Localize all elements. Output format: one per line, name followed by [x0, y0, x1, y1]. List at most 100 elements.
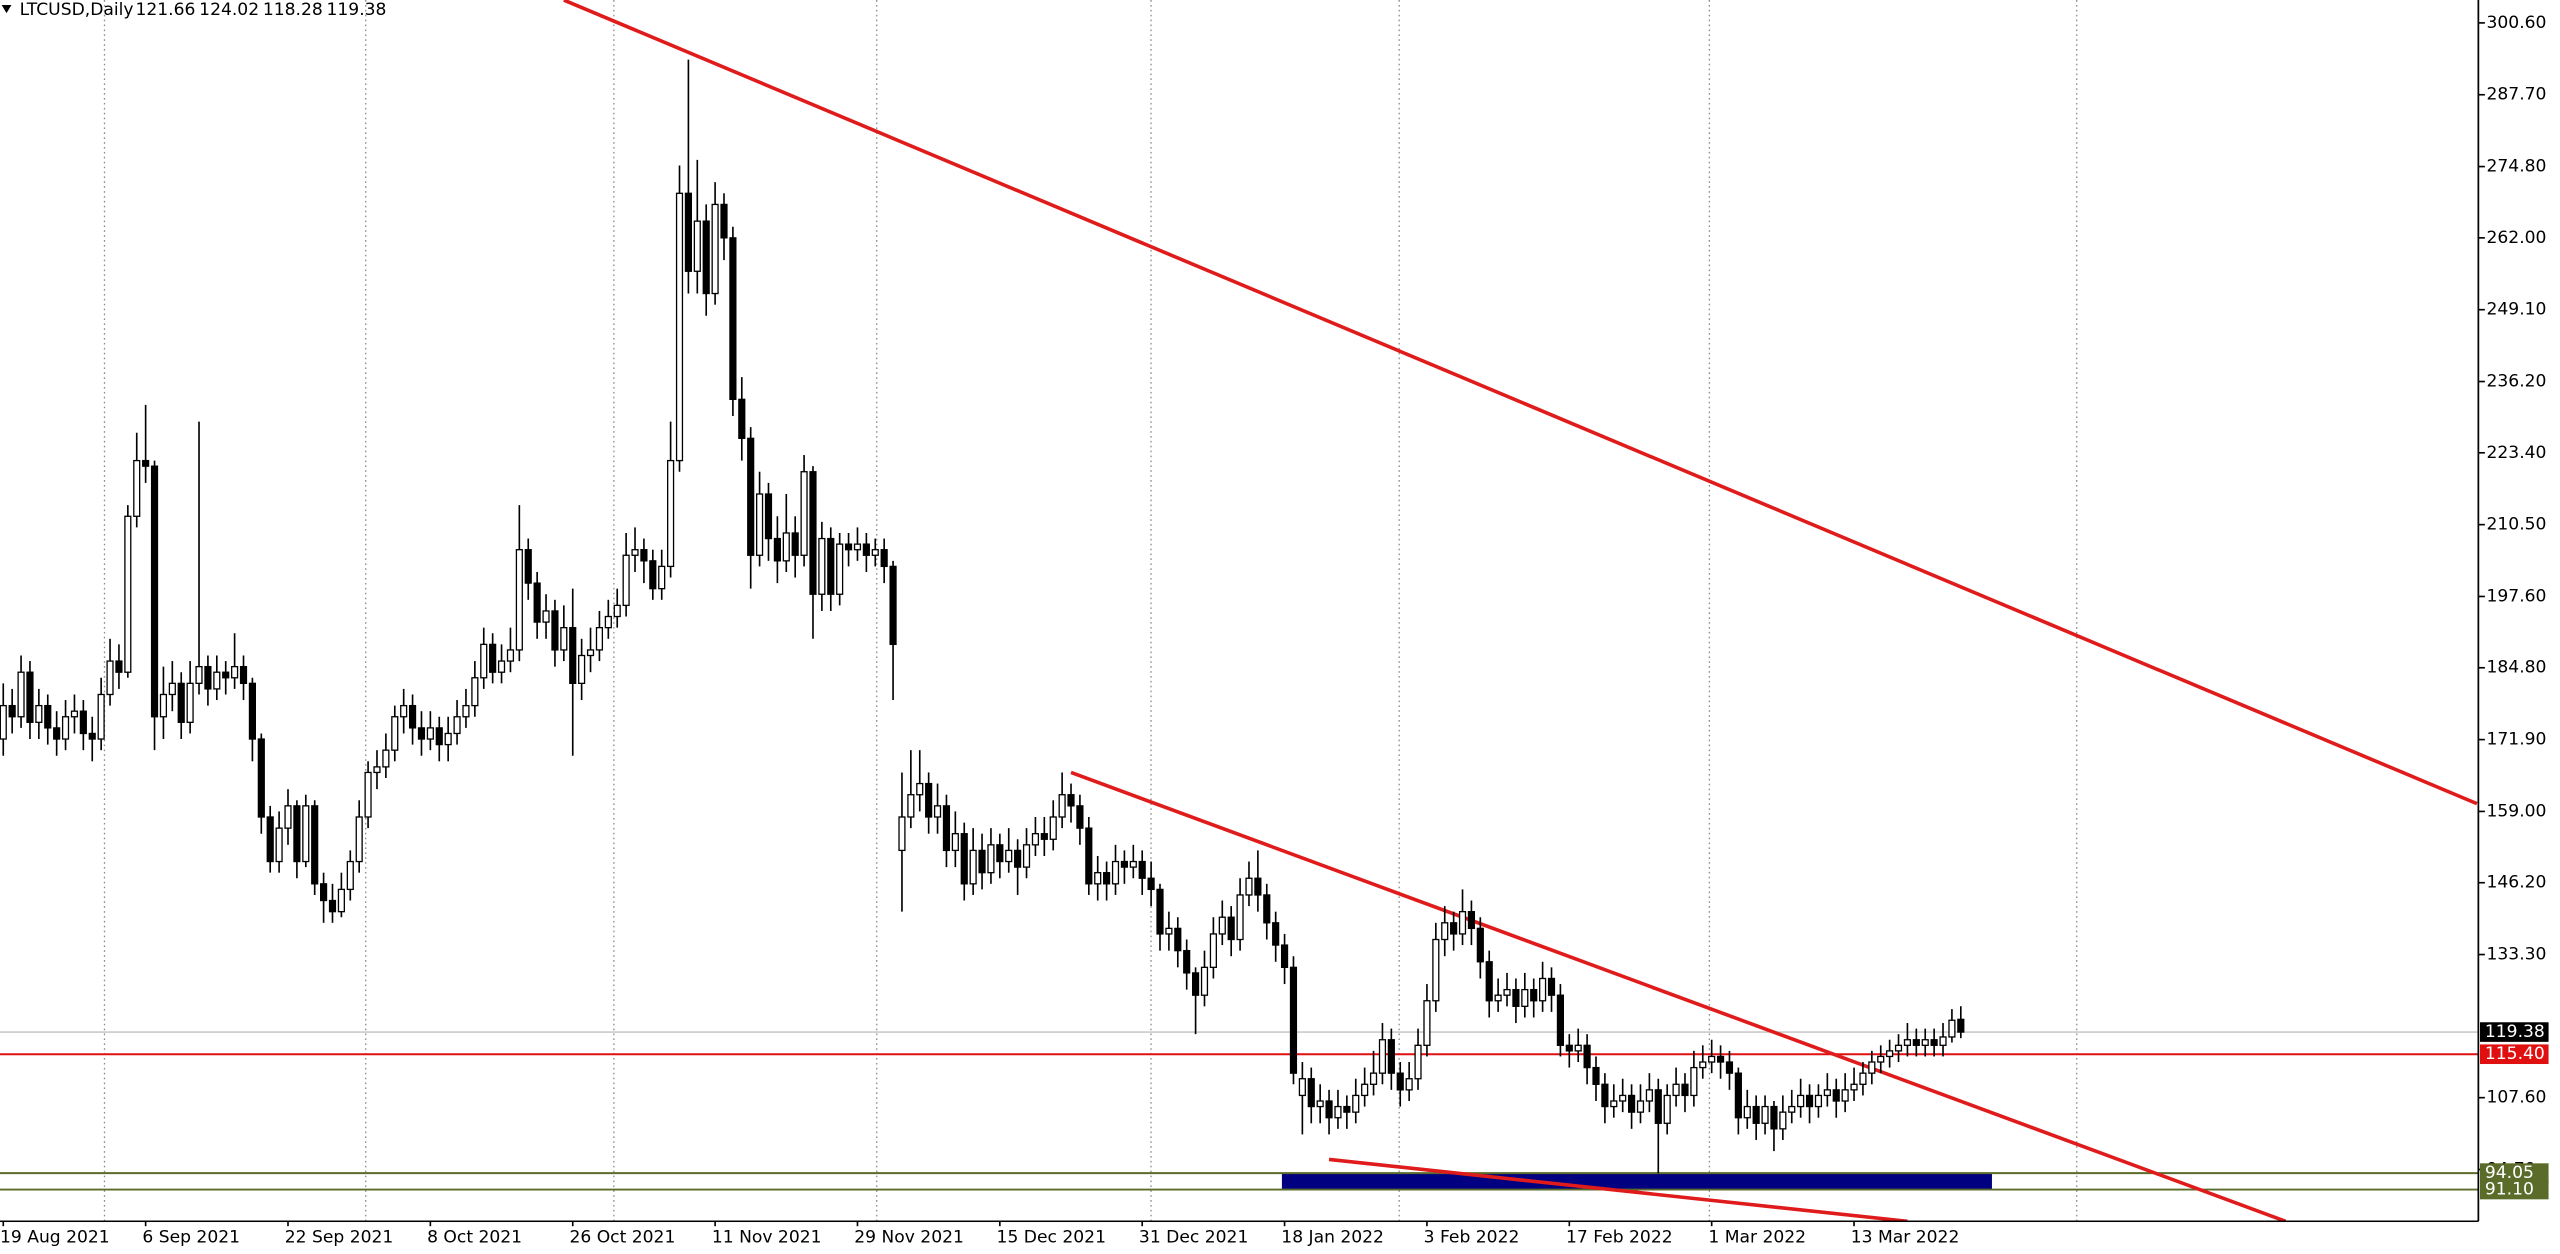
candle-body [382, 749, 390, 768]
candle-body [747, 437, 755, 556]
x-tick-label: 11 Nov 2021 [712, 1228, 822, 1248]
candle-body [586, 649, 595, 657]
axis-panel [2479, 0, 2560, 1254]
candle-body [489, 643, 497, 673]
candle-body [1441, 922, 1449, 941]
candle-body [604, 615, 612, 629]
x-tick-label: 19 Aug 2021 [0, 1228, 110, 1248]
candle-body [800, 471, 808, 556]
candle-body [159, 693, 168, 718]
candle-body [506, 649, 515, 662]
candle-body [791, 532, 799, 556]
x-tick-label: 26 Oct 2021 [569, 1228, 675, 1248]
candle-body [1031, 833, 1040, 846]
candle-body [1716, 1055, 1725, 1063]
header-close: 119.38 [327, 0, 387, 20]
candle-body [1085, 827, 1093, 885]
candle-body [462, 704, 470, 718]
candle-body [1619, 1094, 1627, 1102]
candle-body [453, 716, 461, 735]
candle-body [142, 459, 150, 467]
x-tick-label: 13 Mar 2022 [1851, 1228, 1960, 1248]
candle-body [426, 727, 434, 740]
candle-body [1432, 938, 1440, 1002]
y-tick-label: 171.90 [2487, 730, 2547, 750]
price-label: 119.38 [2485, 1022, 2545, 1042]
candle-body [1352, 1094, 1360, 1113]
x-tick-label: 3 Feb 2022 [1424, 1228, 1520, 1248]
candle-body [293, 805, 301, 863]
header-low: 118.28 [263, 0, 323, 20]
candle-body [1894, 1044, 1903, 1052]
candle-body [150, 465, 159, 718]
candle-body [1405, 1078, 1413, 1091]
candle-body [257, 738, 265, 818]
price-label: 91.10 [2485, 1180, 2534, 1200]
candle-body [729, 237, 737, 400]
candle-body [720, 203, 728, 239]
x-tick-label: 15 Dec 2021 [997, 1228, 1106, 1248]
candle-body [435, 727, 443, 746]
candle-body [44, 704, 52, 729]
candle-body [1414, 1044, 1422, 1080]
candle-body [97, 693, 105, 740]
trendline [1070, 770, 2287, 1222]
candle-body [1948, 1019, 1956, 1038]
menu-triangle [1, 4, 12, 14]
candle-body [773, 537, 781, 562]
candle-body [346, 860, 354, 891]
candle-body [70, 710, 79, 718]
x-tick-label: 6 Sep 2021 [142, 1228, 240, 1248]
candle-body [1886, 1050, 1894, 1058]
candle-body [738, 398, 746, 439]
candle-body [640, 549, 648, 562]
candle-body [1734, 1072, 1742, 1119]
candle-body [978, 849, 986, 874]
x-tick-label: 22 Sep 2021 [285, 1228, 394, 1248]
candle-body [996, 844, 1004, 863]
candle-body [1743, 1105, 1751, 1119]
candle-body [222, 671, 230, 679]
price-label-bg [2480, 1163, 2549, 1183]
candle-body [35, 704, 43, 723]
candle-body [1850, 1083, 1858, 1091]
candle-body [1022, 844, 1031, 868]
candle-body [1423, 1000, 1431, 1046]
candle-body [542, 610, 550, 623]
candle-body [1280, 944, 1289, 969]
x-tick-label: 17 Feb 2022 [1566, 1228, 1673, 1248]
candle-body [1699, 1061, 1707, 1069]
zone [1281, 1173, 1992, 1190]
candle-body [79, 710, 87, 735]
candle-body [551, 610, 559, 651]
trendline [1328, 1157, 1908, 1222]
candle-body [907, 794, 915, 818]
x-tick-label: 31 Dec 2021 [1139, 1228, 1248, 1248]
candle-body [1067, 794, 1075, 807]
candle-body [1467, 911, 1476, 930]
candle-body [1245, 877, 1253, 896]
candle-body [275, 827, 283, 863]
candle-body [1627, 1094, 1636, 1113]
candle-body [1823, 1089, 1831, 1097]
candle-body [1539, 977, 1547, 1002]
candle-body [1263, 894, 1271, 924]
y-tick-label: 159.00 [2487, 801, 2547, 821]
candle-body [61, 716, 70, 740]
y-tick-label: 197.60 [2487, 586, 2547, 606]
candle-body [880, 549, 888, 568]
candle-body [248, 682, 257, 740]
candle-body [764, 493, 773, 540]
candle-body [1877, 1055, 1885, 1063]
candle-body [1476, 927, 1484, 963]
candle-body [1174, 927, 1182, 952]
header-open: 121.66 [136, 0, 196, 20]
candle-body [1272, 922, 1280, 946]
candle-body [444, 732, 452, 746]
trendline [563, 0, 2478, 806]
candle-body [497, 660, 506, 673]
candle-body [133, 459, 141, 517]
